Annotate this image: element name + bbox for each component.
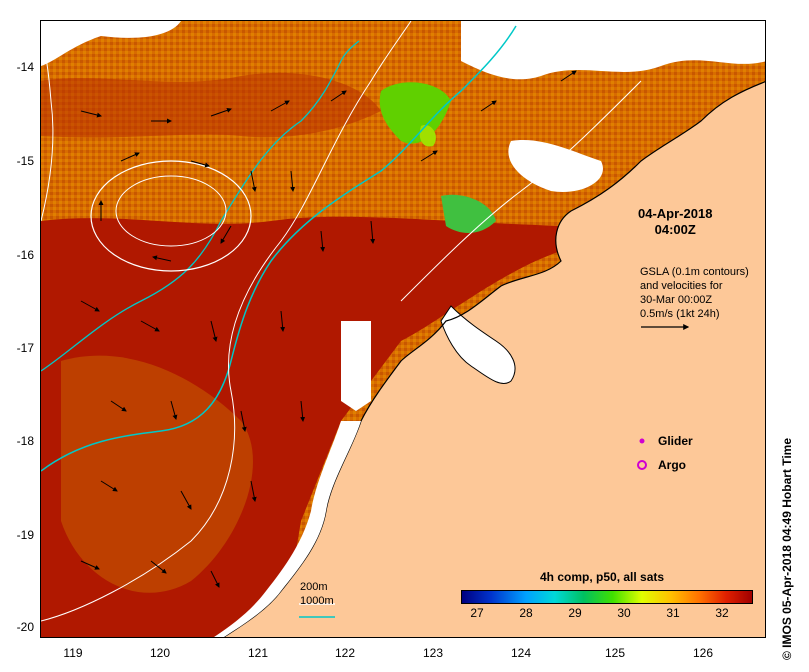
x-tick-label: 122 [334, 646, 356, 660]
y-tick-label: -17 [16, 341, 34, 355]
coastal-no-data [214, 421, 361, 637]
colorbar-tick: 27 [470, 606, 484, 620]
credit-text: © IMOS 05-Apr-2018 04:49 Hobart Time [780, 437, 794, 660]
sst-map [40, 20, 766, 638]
velocity-arrows [80, 70, 577, 588]
y-tick-label: -18 [16, 434, 34, 448]
date-line: 04-Apr-2018 [638, 206, 713, 221]
argo-marker [637, 460, 647, 470]
map-canvas [41, 21, 765, 637]
sst-warm-patch [61, 355, 253, 593]
colorbar-tick: 31 [666, 606, 680, 620]
legend-200m: 200m [300, 581, 328, 593]
isobath-200m [41, 25, 517, 472]
y-tick-label: -15 [16, 154, 34, 168]
legend-argo: Argo [658, 458, 686, 472]
gsla-line: 0.5m/s (1kt 24h) [640, 308, 720, 320]
gsla-line: 30-Mar 00:00Z [640, 294, 713, 306]
cloud-gap-4 [341, 321, 371, 411]
y-tick-label: -16 [16, 248, 34, 262]
x-tick-label: 124 [510, 646, 532, 660]
gsla-line: GSLA (0.1m contours) [640, 266, 749, 278]
gsla-contour [41, 21, 412, 622]
x-tick-label: 119 [63, 646, 83, 660]
time-line: 04:00Z [654, 222, 696, 237]
colorbar [461, 590, 753, 604]
x-tick-label: 126 [692, 646, 714, 660]
gsla-eddy-contour-inner [115, 175, 227, 247]
sst-hot-region-north [41, 72, 381, 138]
colorbar-tick: 29 [568, 606, 582, 620]
date-annotation: 04-Apr-2018 04:00Z [638, 206, 712, 238]
gsla-contour-b [41, 35, 54, 222]
glider-marker [639, 438, 645, 444]
x-tick-label: 125 [604, 646, 626, 660]
gsla-line: and velocities for [640, 280, 723, 292]
y-tick-label: -19 [16, 528, 34, 542]
gsla-annotation: GSLA (0.1m contours) and velocities for … [640, 265, 749, 321]
colorbar-tick: 30 [617, 606, 631, 620]
colorbar-title: 4h comp, p50, all sats [540, 570, 665, 584]
cloud-gap-3 [508, 140, 603, 192]
gsla-contour-c [400, 80, 642, 302]
legend-glider: Glider [658, 434, 693, 448]
x-tick-label: 121 [247, 646, 269, 660]
colorbar-tick: 28 [519, 606, 533, 620]
sst-cool-patch-3 [419, 125, 436, 147]
y-tick-label: -20 [16, 620, 34, 634]
legend-1000m: 1000m [300, 595, 334, 607]
king-sound-inlet [440, 305, 516, 384]
y-tick-label: -14 [16, 60, 34, 74]
colorbar-tick: 32 [715, 606, 729, 620]
sst-cool-patch-1 [379, 82, 451, 144]
isobath-200m-b [41, 40, 360, 372]
cloud-gap-1 [461, 21, 765, 80]
x-tick-label: 123 [422, 646, 444, 660]
gsla-eddy-contour [90, 160, 252, 272]
cloud-gap-2 [41, 21, 181, 66]
x-tick-label: 120 [149, 646, 171, 660]
